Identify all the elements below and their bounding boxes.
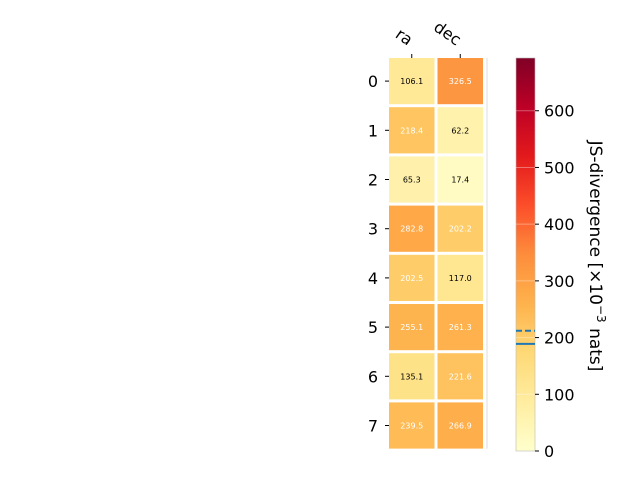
heatmap-cell bbox=[389, 107, 435, 154]
cell-value-label: 221.6 bbox=[449, 372, 472, 381]
colorbar-tick-label: 100 bbox=[544, 385, 575, 404]
row-label: 2 bbox=[368, 171, 378, 190]
cell-value-label: 117.0 bbox=[449, 274, 472, 283]
column-label: ra bbox=[392, 24, 416, 49]
heatmap-cell bbox=[437, 304, 483, 351]
row-label: 0 bbox=[368, 72, 378, 91]
row-label: 1 bbox=[368, 121, 378, 140]
row-label: 7 bbox=[368, 417, 378, 436]
cell-value-label: 135.1 bbox=[400, 372, 423, 381]
cell-value-label: 202.5 bbox=[400, 274, 423, 283]
heatmap-cell bbox=[389, 353, 435, 400]
heatmap-cell bbox=[437, 58, 483, 105]
cell-value-label: 261.3 bbox=[449, 323, 472, 332]
colorbar-tick-label: 500 bbox=[544, 158, 575, 177]
heatmap-cell bbox=[389, 156, 435, 203]
heatmap-cell bbox=[437, 402, 483, 449]
colorbar-tick-label: 0 bbox=[544, 442, 554, 461]
column-label: dec bbox=[430, 17, 464, 49]
heatmap-cell bbox=[437, 107, 483, 154]
cell-value-label: 239.5 bbox=[400, 422, 423, 431]
cell-value-label: 266.9 bbox=[449, 422, 472, 431]
cell-value-label: 255.1 bbox=[400, 323, 423, 332]
heatmap-cell bbox=[389, 205, 435, 252]
heatmap-cell bbox=[437, 254, 483, 301]
heatmap-cell bbox=[437, 205, 483, 252]
cell-value-label: 62.2 bbox=[451, 126, 469, 135]
colorbar-label-exponent: −3 bbox=[594, 305, 608, 323]
row-label: 3 bbox=[368, 220, 378, 239]
heatmap-cell bbox=[437, 353, 483, 400]
cell-value-label: 106.1 bbox=[400, 77, 423, 86]
colorbar-label-main: JS-divergence [×10 bbox=[585, 140, 605, 305]
cell-value-label: 17.4 bbox=[451, 176, 469, 185]
colorbar-label-unit: nats] bbox=[585, 323, 605, 372]
row-label: 5 bbox=[368, 318, 378, 337]
cell-value-label: 65.3 bbox=[403, 176, 421, 185]
heatmap-cell bbox=[389, 304, 435, 351]
cell-value-label: 202.2 bbox=[449, 225, 472, 234]
colorbar-label: JS-divergence [×10−3 nats] bbox=[585, 140, 608, 372]
colorbar-gradient bbox=[515, 57, 536, 452]
colorbar-tick-label: 300 bbox=[544, 272, 575, 291]
colorbar-tick-label: 600 bbox=[544, 102, 575, 121]
row-label: 6 bbox=[368, 367, 378, 386]
heatmap-cell bbox=[389, 58, 435, 105]
cell-value-label: 326.5 bbox=[449, 77, 472, 86]
row-label: 4 bbox=[368, 269, 378, 288]
colorbar-ticks: 0 100 200 300 400 500 600 bbox=[516, 102, 575, 461]
cell-value-label: 282.8 bbox=[400, 225, 423, 234]
row-labels: 0 1 2 3 4 5 6 7 bbox=[368, 72, 389, 436]
heatmap-cell bbox=[389, 402, 435, 449]
colorbar-tick-label: 400 bbox=[544, 215, 575, 234]
heatmap-grid: 106.1 326.5 218.4 62.2 65.3 17.4 282.8 202.2 202… bbox=[389, 58, 488, 449]
heatmap-cell bbox=[389, 254, 435, 301]
cell-value-label: 218.4 bbox=[400, 126, 423, 135]
colorbar-threshold-lines bbox=[516, 329, 535, 345]
heatmap-cell bbox=[437, 156, 483, 203]
column-labels: ra dec bbox=[392, 17, 465, 58]
colorbar: 0 100 200 300 400 500 600 JS-divergence [×10−3… bbox=[515, 57, 608, 461]
colorbar-tick-label: 200 bbox=[544, 329, 575, 348]
